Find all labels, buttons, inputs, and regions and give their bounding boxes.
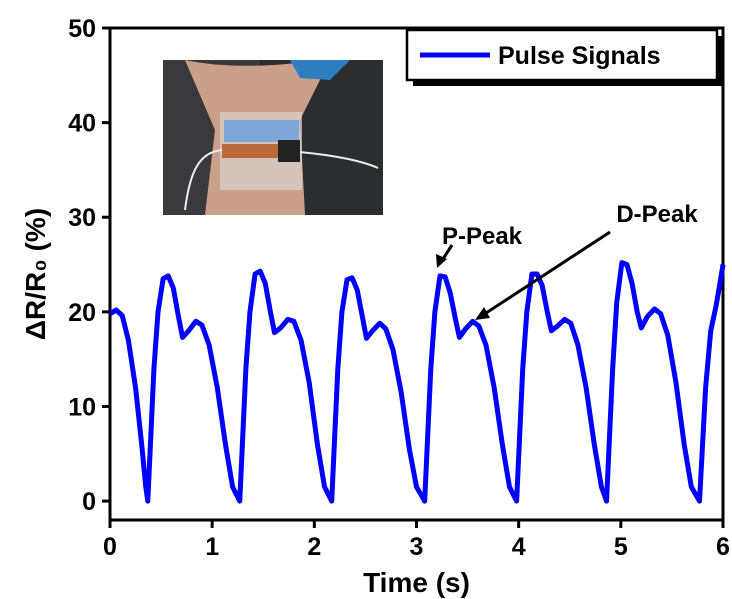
y-tick-label: 20 — [68, 299, 96, 327]
annotation: P-Peak — [442, 223, 523, 250]
y-axis-title: ΔR/R₀ (%) — [20, 208, 51, 340]
x-tick-label: 0 — [103, 533, 117, 561]
annotation: D-Peak — [616, 201, 698, 228]
y-tick-label: 50 — [68, 15, 96, 43]
x-tick-label: 3 — [410, 533, 424, 561]
legend-label: Pulse Signals — [498, 42, 661, 70]
annotation-arrows — [436, 230, 611, 320]
y-tick-label: 10 — [68, 393, 96, 421]
x-tick-label: 5 — [614, 533, 628, 561]
legend — [405, 28, 723, 86]
x-tick-label: 2 — [307, 533, 321, 561]
x-tick-label: 4 — [512, 533, 526, 561]
x-axis-title: Time (s) — [363, 567, 470, 598]
y-tick-label: 30 — [68, 204, 96, 232]
inset-photo — [163, 60, 383, 215]
y-tick-label: 0 — [82, 488, 96, 516]
data-line — [108, 260, 726, 504]
x-tick-label: 6 — [716, 533, 730, 561]
y-tick-label: 40 — [68, 110, 96, 138]
x-tick-label: 1 — [205, 533, 219, 561]
